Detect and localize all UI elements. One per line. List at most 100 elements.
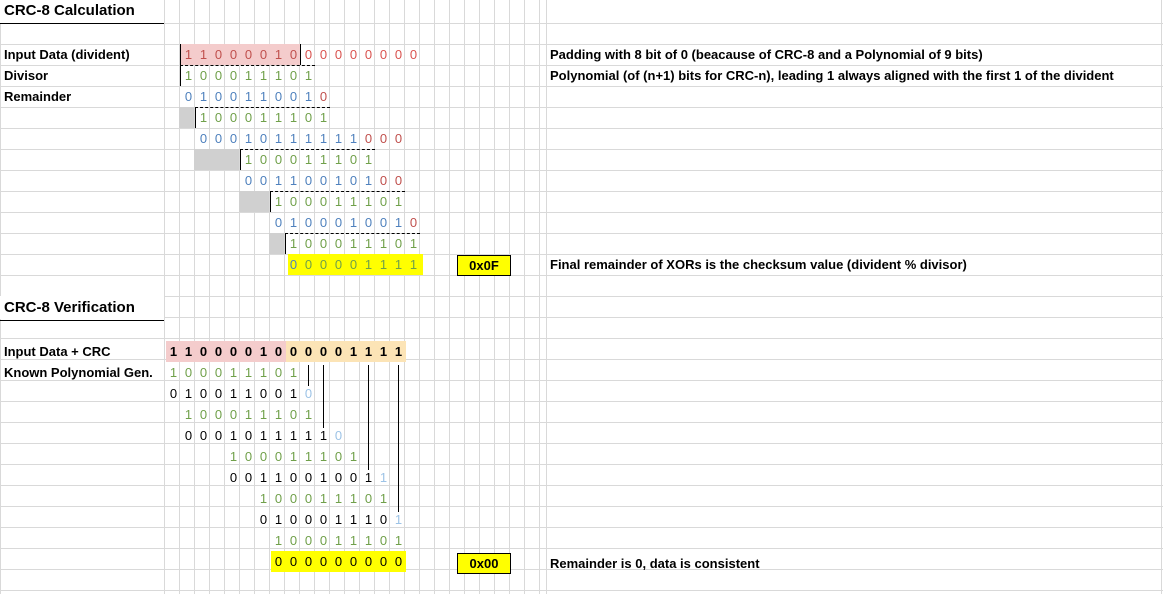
title2-underline — [0, 320, 164, 321]
bit-cell: 1 — [319, 428, 328, 443]
bit-cell: 1 — [319, 131, 328, 146]
bit-cell: 0 — [334, 554, 343, 569]
bit-cell: 1 — [334, 533, 343, 548]
bit-cell: 0 — [274, 491, 283, 506]
alignment-bar — [180, 65, 181, 86]
bit-cell: 1 — [379, 257, 388, 272]
bit-cell: 1 — [379, 491, 388, 506]
bit-cell: 1 — [349, 491, 358, 506]
bit-cell: 1 — [349, 512, 358, 527]
bit-cell: 0 — [214, 110, 223, 125]
bit-cell: 0 — [304, 215, 313, 230]
section-title-calculation: CRC-8 Calculation — [4, 2, 135, 19]
bit-cell: 0 — [199, 344, 208, 359]
bit-cell: 0 — [364, 215, 373, 230]
bit-cell: 1 — [334, 131, 343, 146]
bit-cell: 1 — [259, 365, 268, 380]
bit-cell: 1 — [199, 110, 208, 125]
bit-cell: 1 — [364, 257, 373, 272]
title-underline — [0, 23, 164, 24]
bit-cell: 0 — [334, 470, 343, 485]
bit-cell: 1 — [274, 131, 283, 146]
bit-cell: 1 — [244, 68, 253, 83]
bit-cell: 1 — [229, 428, 238, 443]
bit-cell: 1 — [289, 215, 298, 230]
bit-cell: 0 — [214, 365, 223, 380]
bit-cell: 1 — [274, 428, 283, 443]
alignment-bar — [323, 365, 324, 386]
bit-cell: 0 — [259, 152, 268, 167]
bit-cell: 0 — [319, 512, 328, 527]
bit-cell: 0 — [379, 131, 388, 146]
bit-cell: 0 — [319, 194, 328, 209]
title-bg — [0, 0, 164, 23]
title2-bg — [0, 296, 164, 319]
bit-cell: 1 — [364, 470, 373, 485]
dashed-border — [195, 107, 330, 108]
bit-cell: 0 — [349, 257, 358, 272]
bit-cell: 0 — [244, 173, 253, 188]
bit-cell: 1 — [379, 470, 388, 485]
bit-cell: 0 — [304, 554, 313, 569]
bit-cell: 1 — [259, 89, 268, 104]
bit-cell: 1 — [394, 194, 403, 209]
bit-cell: 1 — [394, 257, 403, 272]
bit-cell: 1 — [379, 236, 388, 251]
section-title-verification: CRC-8 Verification — [4, 299, 135, 316]
bit-cell: 1 — [349, 344, 358, 359]
bit-cell: 0 — [379, 173, 388, 188]
bit-cell: 1 — [229, 365, 238, 380]
bit-cell: 1 — [274, 512, 283, 527]
bit-cell: 1 — [169, 365, 178, 380]
bit-cell: 1 — [244, 152, 253, 167]
bit-cell: 0 — [304, 491, 313, 506]
bit-cell: 1 — [304, 152, 313, 167]
bit-cell: 1 — [364, 512, 373, 527]
bit-cell: 1 — [274, 407, 283, 422]
bit-cell: 1 — [289, 449, 298, 464]
bit-cell: 0 — [379, 533, 388, 548]
bit-cell: 0 — [394, 131, 403, 146]
bit-cell: 1 — [244, 89, 253, 104]
bit-cell: 0 — [199, 407, 208, 422]
bit-cell: 0 — [199, 386, 208, 401]
bit-cell: 1 — [259, 470, 268, 485]
bit-cell: 1 — [334, 491, 343, 506]
label-input-data: Input Data (divident) — [4, 47, 130, 62]
bit-cell: 0 — [304, 533, 313, 548]
bit-cell: 1 — [169, 344, 178, 359]
bit-cell: 0 — [214, 89, 223, 104]
bit-cell: 0 — [334, 257, 343, 272]
checksum-box[interactable]: 0x0F — [457, 255, 511, 276]
verification-checksum-box[interactable]: 0x00 — [457, 553, 511, 574]
bit-cell: 1 — [409, 236, 418, 251]
bit-cell: 0 — [184, 89, 193, 104]
bit-cell: 0 — [214, 68, 223, 83]
bit-cell: 1 — [349, 533, 358, 548]
bit-cell: 1 — [289, 110, 298, 125]
bit-cell: 0 — [334, 428, 343, 443]
bit-cell: 1 — [184, 68, 193, 83]
label-known-polynomial: Known Polynomial Gen. — [4, 365, 153, 380]
bit-cell: 0 — [304, 47, 313, 62]
bit-cell: 0 — [214, 407, 223, 422]
bit-cell: 1 — [349, 449, 358, 464]
bit-cell: 0 — [349, 470, 358, 485]
bit-cell: 1 — [364, 152, 373, 167]
bit-cell: 0 — [364, 131, 373, 146]
bit-cell: 0 — [274, 344, 283, 359]
alignment-bar — [368, 428, 369, 449]
bit-cell: 1 — [274, 533, 283, 548]
bit-cell: 1 — [199, 89, 208, 104]
bit-cell: 0 — [289, 470, 298, 485]
bit-cell: 0 — [289, 47, 298, 62]
alignment-bar — [398, 386, 399, 407]
bit-cell: 0 — [304, 236, 313, 251]
bit-cell: 1 — [334, 194, 343, 209]
bit-cell: 1 — [364, 533, 373, 548]
bit-cell: 1 — [304, 428, 313, 443]
bit-cell: 0 — [289, 257, 298, 272]
bit-cell: 1 — [289, 365, 298, 380]
bit-cell: 0 — [289, 491, 298, 506]
alignment-bar — [300, 44, 301, 65]
